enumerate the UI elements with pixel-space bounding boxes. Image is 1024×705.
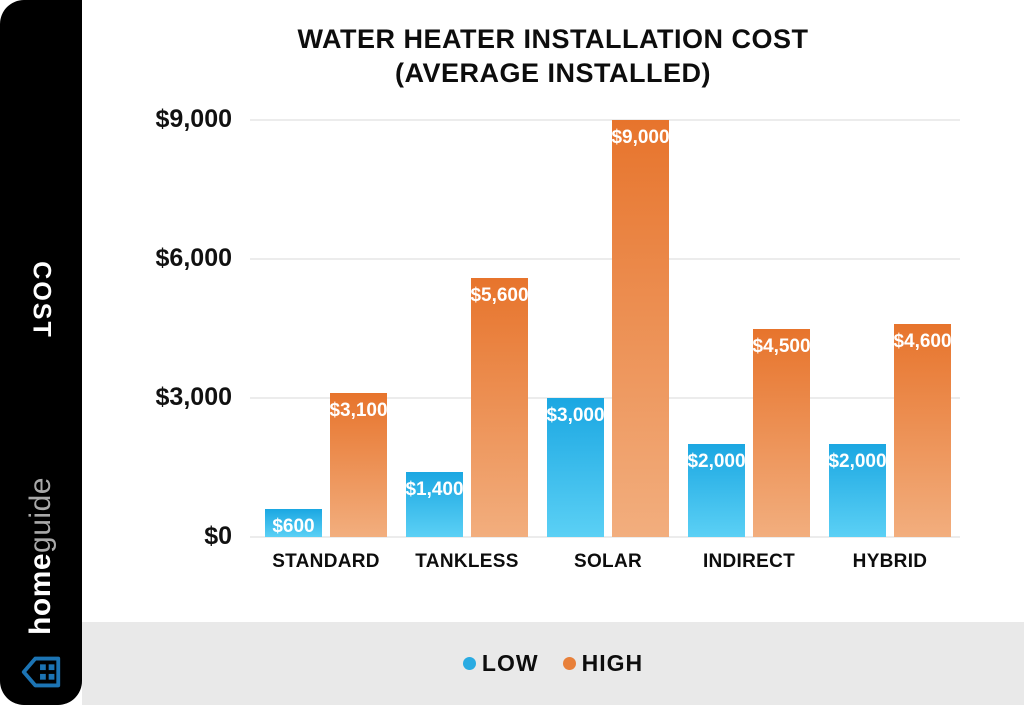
brand-home-text: home <box>24 552 57 635</box>
bar-low-indirect: $2,000 <box>687 444 746 537</box>
y-axis-title: COST <box>27 261 56 339</box>
homeguide-house-icon <box>21 656 61 688</box>
legend-dot-low <box>462 657 476 670</box>
bar-value-label: $3,000 <box>546 405 605 426</box>
legend-item-high: HIGH <box>562 650 644 677</box>
gridline <box>250 397 960 399</box>
bar-low-tankless: $1,400 <box>405 472 464 537</box>
bar-high-hybrid: $4,600 <box>893 323 952 537</box>
x-tick-label-standard: STANDARD <box>272 551 380 572</box>
y-tick-label: $3,000 <box>155 383 232 411</box>
chart-title-line1: WATER HEATER INSTALLATION COST <box>297 24 809 54</box>
bar-low-standard: $600 <box>265 509 322 537</box>
plot-area: $0 $3,000 $6,000 $9,000 $600 $3,100 STANDARD $1… <box>82 0 1024 622</box>
bar-value-label: $5,600 <box>470 284 529 306</box>
bar-value-label: $3,100 <box>329 400 388 422</box>
sidebar: COST homeguide <box>0 0 82 705</box>
bar-high-solar: $9,000 <box>611 120 670 537</box>
x-tick-label-hybrid: HYBRID <box>852 551 928 572</box>
bar-low-solar: $3,000 <box>546 398 605 537</box>
chart-legend: LOW HIGH <box>82 622 1024 705</box>
bar-high-indirect: $4,500 <box>752 328 811 537</box>
y-tick-label: $9,000 <box>155 105 232 133</box>
x-tick-label-solar: SOLAR <box>574 551 642 572</box>
gridline <box>250 536 960 538</box>
gridline <box>250 258 960 260</box>
chart-title: WATER HEATER INSTALLATION COST (AVERAGE … <box>82 22 1024 90</box>
bar-high-tankless: $5,600 <box>470 277 529 537</box>
homeguide-wordmark: homeguide <box>24 477 58 635</box>
chart-panel: WATER HEATER INSTALLATION COST (AVERAGE … <box>82 0 1024 705</box>
bar-value-label: $2,000 <box>828 451 887 473</box>
x-tick-label-indirect: INDIRECT <box>702 551 796 572</box>
bar-value-label: $2,000 <box>687 451 746 473</box>
bar-value-label: $9,000 <box>611 127 670 148</box>
legend-label: LOW <box>481 650 539 676</box>
bar-low-hybrid: $2,000 <box>828 444 887 537</box>
bar-value-label: $600 <box>272 516 315 538</box>
bar-value-label: $4,600 <box>893 330 952 352</box>
bar-high-standard: $3,100 <box>329 393 388 537</box>
gridline <box>250 119 960 121</box>
legend-dot-high <box>562 657 576 670</box>
y-tick-label: $6,000 <box>155 244 232 272</box>
bar-value-label: $1,400 <box>405 479 464 501</box>
legend-item-low: LOW <box>462 650 539 677</box>
chart-title-line2: (AVERAGE INSTALLED) <box>395 58 711 88</box>
y-tick-label: $0 <box>204 522 232 550</box>
legend-label: HIGH <box>581 650 644 676</box>
brand-guide-text: guide <box>24 477 57 553</box>
x-tick-label-tankless: TANKLESS <box>415 551 519 572</box>
bar-value-label: $4,500 <box>752 335 811 357</box>
